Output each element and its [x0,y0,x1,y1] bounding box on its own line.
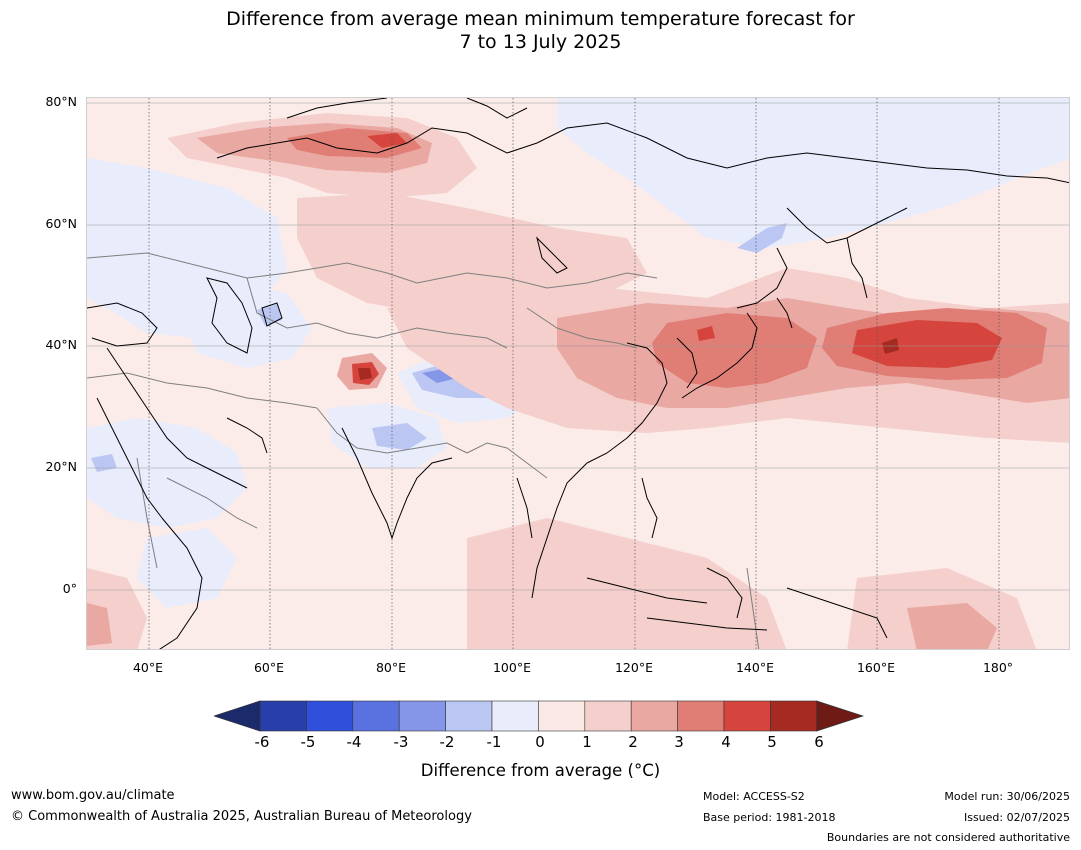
lon-label-180: 180° [982,660,1014,675]
anomaly-warm-africa-2 [87,603,112,646]
anomaly-warm-japan-2 [697,326,715,341]
lat-label-80n: 80°N [45,94,77,109]
parallels [87,102,1069,591]
colorbar-segment [677,700,725,732]
colorbar-tick: -3 [393,733,409,751]
map-svg [87,98,1069,649]
footer-url[interactable]: www.bom.gov.au/climate [11,788,175,803]
footer-model: Model: ACCESS-S2 [703,790,805,803]
colorbar-segment [630,700,678,732]
footer-model-run: Model run: 30/06/2025 [944,790,1070,803]
colorbar-tick: -5 [300,733,316,751]
anomaly-cool-india-2 [372,423,427,450]
footer-issued: Issued: 02/07/2025 [963,811,1070,824]
colorbar-segment [538,700,586,732]
anomaly-warm-sea [467,518,787,649]
colorbar-extend-low [214,700,261,732]
anomaly-cool-africa [137,528,237,608]
lon-label-60e: 60°E [253,660,285,675]
lon-label-160e: 160°E [856,660,895,675]
colorbar-tick: 4 [721,733,731,751]
lat-label-40n: 40°N [45,337,77,352]
anomaly-cool-arabia [87,418,247,528]
anomaly-warm-japan [652,313,817,388]
colorbar-tick: 5 [767,733,777,751]
colorbar-tick: 1 [582,733,592,751]
colorbar-extend-high [816,700,865,732]
colorbar-segment [445,700,493,732]
lon-label-80e: 80°E [375,660,407,675]
colorbar-segment [398,700,446,732]
anomaly-cool-caspian [177,283,312,368]
lat-label-20n: 20°N [45,459,77,474]
lon-label-100e: 100°E [492,660,531,675]
title-line-1: Difference from average mean minimum tem… [226,8,855,30]
map-title: Difference from average mean minimum tem… [0,8,1081,54]
anomaly-warm-pacific-2 [852,320,1002,368]
coastlines [87,98,1069,649]
colorbar-tick: -4 [346,733,362,751]
colorbar-tick: 6 [814,733,824,751]
anomaly-warm-north-4 [367,133,407,148]
colorbar-segment [584,700,632,732]
footer-disclaimer: Boundaries are not considered authoritat… [826,831,1070,844]
lat-label-60n: 60°N [45,216,77,231]
anomaly-warm-pamir-3 [358,368,372,380]
colorbar-label: Difference from average (°C) [420,761,661,780]
meridians [148,98,1000,649]
colorbar-segment [306,700,354,732]
lat-label-0: 0° [62,581,77,596]
anomaly-cool-arabia-2 [91,454,117,472]
colorbar-segment [723,700,771,732]
forecast-map [86,97,1070,650]
anomaly-warm-png-2 [907,603,997,649]
lon-label-140e: 140°E [735,660,774,675]
colorbar-segment [259,700,307,732]
lon-label-120e: 120°E [614,660,653,675]
colorbar-segment [352,700,400,732]
colorbar-tick: 3 [674,733,684,751]
colorbar-segment [491,700,539,732]
colorbar-tick: -2 [439,733,455,751]
anomaly-cool-siberia [557,98,1069,248]
colorbar-tick: -1 [486,733,502,751]
footer-copyright: © Commonwealth of Australia 2025, Austra… [11,809,472,824]
colorbar-segment [770,700,818,732]
colorbar-tick: 0 [535,733,545,751]
colorbar [214,700,865,732]
colorbar-tick: -6 [254,733,270,751]
anomaly-cool-okhotsk [737,223,787,253]
anomaly-cool-caspian-2 [257,304,282,326]
colorbar-tick: 2 [628,733,638,751]
country-boundaries [87,252,760,649]
footer-base-period: Base period: 1981-2018 [703,811,836,824]
anomaly-warm-central [297,193,647,313]
lon-label-40e: 40°E [132,660,164,675]
title-line-2: 7 to 13 July 2025 [459,31,622,53]
